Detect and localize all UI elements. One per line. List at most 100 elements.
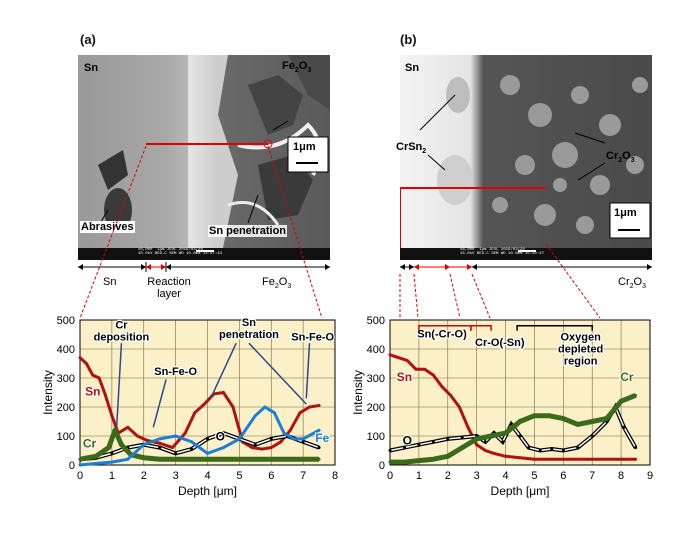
data-point-Cr — [576, 422, 580, 426]
x-tick-label: 1 — [109, 470, 115, 482]
data-point-O — [402, 446, 406, 450]
data-point-Sn — [619, 457, 623, 461]
data-point-O — [221, 431, 225, 435]
region-arrows-a — [78, 262, 330, 272]
data-point-O — [174, 451, 178, 455]
data-point-O — [561, 449, 565, 452]
data-point-Sn — [475, 443, 479, 447]
y-tick-label: 500 — [367, 315, 385, 327]
data-point-Sn — [397, 356, 401, 360]
data-point-Cr — [78, 457, 82, 461]
data-point-Cr — [634, 393, 638, 397]
series-label-Sn: Sn — [85, 384, 100, 398]
y-tick-label: 300 — [367, 373, 385, 385]
data-point-Sn — [561, 457, 565, 461]
data-point-Fe — [78, 463, 82, 467]
region-a-reaction: Reaction layer — [147, 276, 191, 300]
sem-a-penetration-label: Sn penetration — [208, 225, 288, 237]
data-point-Sn — [126, 425, 130, 429]
y-tick-label: 0 — [69, 460, 75, 472]
data-point-Cr — [590, 420, 594, 423]
sem-a-scale-label: 1μm — [293, 141, 316, 153]
data-point-Sn — [279, 440, 283, 444]
data-point-Sn — [231, 405, 235, 409]
sem-a-databar: x8,000 1μm JEOL 2019/03/20 15.0kV BED-C … — [138, 248, 223, 256]
data-point-Fe — [282, 431, 286, 435]
data-point-Cr — [475, 437, 479, 441]
series-label-Fe: Fe — [315, 431, 329, 445]
plot-frame — [79, 319, 336, 466]
data-point-Fe — [142, 443, 146, 447]
data-point-Cr — [460, 446, 464, 450]
series-line-Fe — [79, 405, 320, 467]
data-point-O — [190, 447, 194, 451]
x-axis-label: Depth [μm] — [178, 484, 237, 498]
data-point-Fe — [301, 437, 305, 441]
data-point-Cr — [504, 431, 508, 435]
sem-image-b — [400, 55, 652, 260]
data-point-Fe — [190, 440, 194, 444]
y-tick-label: 200 — [57, 402, 75, 414]
data-point-Sn — [221, 391, 225, 394]
data-point-Cr — [431, 457, 435, 461]
data-point-Sn — [388, 353, 392, 357]
data-point-Fe — [263, 405, 267, 409]
data-point-O — [622, 425, 626, 429]
data-point-Sn — [170, 446, 174, 450]
data-point-Cr — [237, 457, 241, 461]
series-label-O: O — [216, 429, 225, 443]
annotation-bracket — [516, 325, 593, 331]
series-line-Cr — [79, 427, 320, 462]
data-point-Sn — [308, 405, 311, 409]
data-point-O — [253, 443, 257, 447]
data-point-Cr — [388, 460, 392, 464]
data-point-O — [417, 443, 421, 447]
region-b-cr2o3: Cr2O3 — [618, 276, 646, 291]
annotation-label: Oxygen — [560, 331, 601, 343]
sem-b-crsn2-label: CrSn2 — [396, 141, 427, 156]
sem-b-cr2o3-label: Cr2O3 — [606, 150, 635, 165]
x-tick-label: 7 — [589, 470, 595, 482]
y-tick-label: 400 — [57, 344, 75, 356]
series-label-Cr: Cr — [620, 370, 634, 384]
x-tick-label: 1 — [416, 470, 422, 482]
data-point-Cr — [301, 457, 305, 461]
data-point-Fe — [158, 437, 162, 441]
data-point-Sn — [135, 434, 139, 438]
x-axis-label: Depth [μm] — [491, 484, 550, 498]
data-point-O — [518, 434, 522, 438]
chart-b: 0 1 2 3 4 5 6 7 8 9 0 100 200 300 400 500 Depth [μm] Inte… — [351, 315, 653, 498]
annotation-pointer — [248, 342, 307, 405]
annotation-label: penetration — [219, 329, 279, 341]
x-tick-label: 5 — [531, 470, 537, 482]
sem-a-abrasives-label: Abrasives — [80, 221, 135, 233]
data-point-O — [576, 446, 580, 450]
data-point-Cr — [107, 446, 111, 450]
data-point-Sn — [492, 451, 496, 455]
data-point-Fe — [110, 460, 114, 464]
data-point-Sn — [202, 402, 206, 406]
data-point-Sn — [91, 373, 95, 377]
data-point-O — [590, 434, 594, 438]
data-point-O — [446, 437, 450, 441]
data-point-O — [269, 437, 273, 441]
annotation-bracket — [470, 325, 492, 331]
data-point-O — [550, 447, 554, 451]
annotation-label: Sn(-Cr-O) — [417, 328, 467, 340]
data-point-Sn — [78, 356, 82, 360]
data-point-Sn — [423, 367, 427, 371]
annotation-label: depleted — [558, 343, 603, 355]
data-point-Sn — [110, 414, 114, 418]
data-point-Sn — [449, 393, 453, 397]
sem-b-scale-label: 1μm — [614, 207, 637, 219]
data-point-Fe — [317, 428, 321, 432]
data-point-Sn — [483, 449, 487, 452]
sem-a-sn-label: Sn — [84, 62, 99, 74]
data-point-Cr — [417, 459, 421, 463]
data-point-Cr — [158, 457, 162, 461]
data-point-O — [634, 446, 638, 450]
data-point-Sn — [158, 441, 162, 445]
data-point-Cr — [518, 420, 522, 423]
y-tick-label: 400 — [367, 344, 385, 356]
series-label-O: O — [403, 434, 412, 448]
